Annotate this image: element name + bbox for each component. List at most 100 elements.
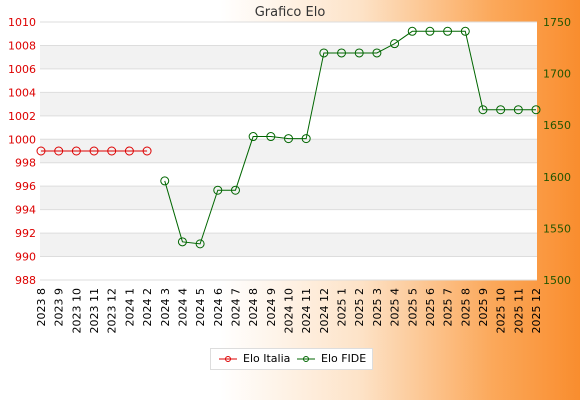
data-point [319,48,329,58]
left-tick-label: 992 [15,227,36,240]
x-tick-label: 2024 1 [123,288,136,327]
data-point [266,132,276,142]
legend-marker-series-2 [297,356,315,362]
x-tick-label: 2023 8 [35,288,48,327]
x-tick-label: 2024 4 [176,288,189,327]
left-tick-label: 996 [15,180,36,193]
grid-band [40,139,537,163]
x-tick-label: 2024 5 [194,288,207,327]
x-tick-label: 2025 6 [424,288,437,327]
x-tick-label: 2025 9 [477,288,490,327]
data-point [425,26,435,36]
series-layer [36,26,541,249]
grid-band [40,22,537,46]
right-tick-label: 1550 [543,222,571,235]
grid-band [40,233,537,257]
legend-label-series-2: Elo FIDE [321,352,367,365]
data-point [496,105,506,115]
legend: Elo Italia Elo FIDE [210,348,373,370]
data-point [142,146,152,156]
data-point [54,146,64,156]
data-point [177,237,187,247]
x-tick-label: 2024 7 [229,288,242,327]
x-tick-label: 2023 12 [106,288,119,334]
data-point [195,239,205,249]
x-tick-label: 2023 10 [70,288,83,334]
data-point [160,176,170,186]
left-tick-label: 1006 [8,63,36,76]
legend-marker-series-1 [219,356,237,362]
x-tick-label: 2025 8 [459,288,472,327]
grid-bands [40,22,537,280]
left-tick-label: 1010 [8,16,36,29]
grid-band [40,256,537,280]
right-axis-ticks: 1500 1550 1600 1650 1700 1750 [543,16,571,287]
grid-lines [40,21,537,281]
x-tick-label: 2024 11 [300,288,313,334]
left-tick-label: 1000 [8,133,36,146]
left-tick-label: 1002 [8,110,36,123]
right-tick-label: 1600 [543,171,571,184]
right-tick-label: 1750 [543,16,571,29]
grid-band [40,209,537,234]
x-tick-label: 2024 2 [141,288,154,327]
data-point [531,105,541,115]
left-tick-label: 1008 [8,39,36,52]
data-point [284,134,293,144]
data-point [89,146,99,156]
x-tick-label: 2025 10 [495,288,508,334]
data-point [372,48,382,58]
data-point [354,48,364,58]
grid-band [40,68,537,93]
left-axis-ticks: 988 990 992 994 996 998 1000 1002 1004 1006 1008 10… [8,16,36,287]
x-tick-label: 2025 1 [336,288,349,327]
x-tick-label: 2025 2 [353,288,366,327]
chart-title: Grafico Elo [255,5,326,20]
grid-band [40,115,537,140]
x-tick-label: 2025 5 [406,288,419,327]
left-tick-label: 994 [15,204,36,217]
right-tick-label: 1650 [543,119,571,132]
x-tick-label: 2025 3 [371,288,384,327]
x-tick-label: 2025 4 [389,288,402,327]
x-tick-label: 2024 10 [283,288,296,334]
data-point [443,26,453,36]
series-line-2 [164,30,536,245]
x-tick-label: 2023 9 [53,288,66,327]
data-point [213,185,223,195]
data-point [460,26,470,36]
data-point [230,185,240,195]
x-tick-label: 2025 7 [442,288,455,327]
data-point [71,146,81,156]
data-point [513,105,523,115]
x-tick-label: 2024 6 [212,288,225,327]
data-point [337,48,347,58]
x-tick-label: 2024 3 [159,288,172,327]
x-tick-label: 2024 12 [318,288,331,334]
data-point [124,146,134,156]
left-tick-label: 990 [15,251,36,264]
right-tick-label: 1500 [543,274,571,287]
data-point [390,39,400,49]
grid-band [40,162,537,187]
grid-band [40,45,537,69]
right-tick-label: 1700 [543,68,571,81]
x-tick-label: 2024 9 [265,288,278,327]
left-tick-label: 988 [15,274,36,287]
x-tick-label: 2023 11 [88,288,101,334]
data-point [36,146,46,156]
left-tick-label: 998 [15,157,36,170]
data-point [478,105,488,115]
data-point [301,134,311,144]
data-point [107,146,117,156]
legend-label-series-1: Elo Italia [243,352,291,365]
grid-band [40,92,537,116]
left-tick-label: 1004 [8,86,36,99]
data-point [248,132,258,142]
x-tick-label: 2024 8 [247,288,260,327]
x-tick-label: 2025 12 [530,288,543,334]
data-point [407,26,417,36]
